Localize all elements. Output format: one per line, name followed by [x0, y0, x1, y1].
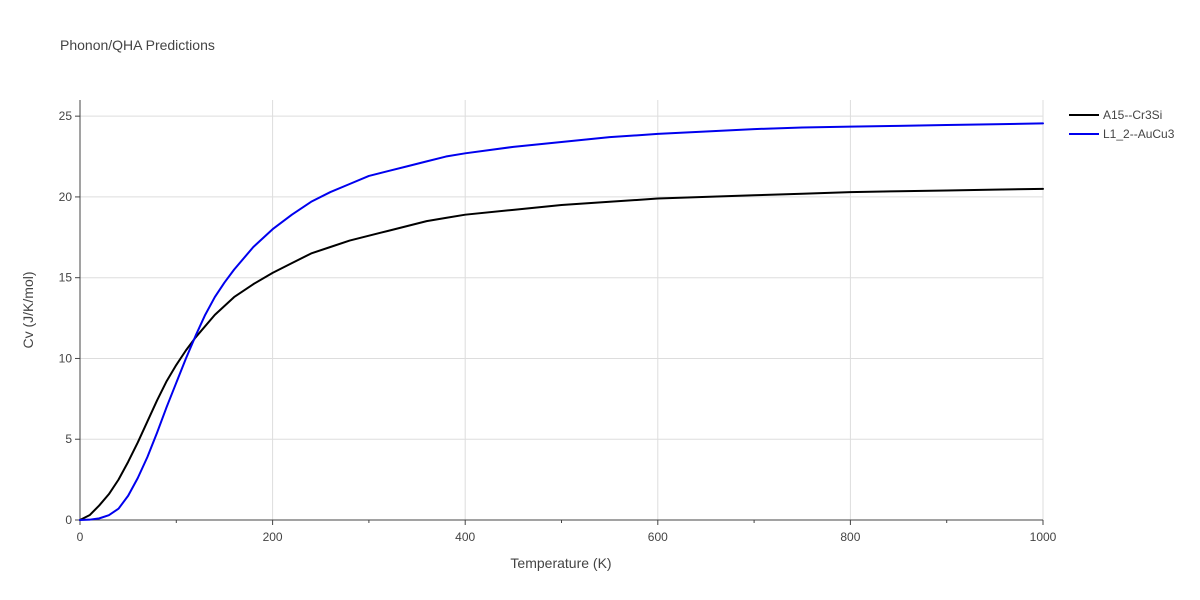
- y-tick-label: 0: [65, 513, 72, 527]
- x-tick-label: 800: [840, 530, 860, 544]
- y-axis-title: Cv (J/K/mol): [20, 272, 36, 349]
- x-tick-label: 1000: [1030, 530, 1057, 544]
- x-tick-label: 600: [648, 530, 668, 544]
- legend[interactable]: A15--Cr3Si L1_2--AuCu3: [1069, 108, 1175, 141]
- x-axis-title: Temperature (K): [510, 555, 611, 571]
- legend-label: L1_2--AuCu3: [1103, 127, 1175, 141]
- x-tick-label: 0: [77, 530, 84, 544]
- y-tick-label: 15: [59, 271, 73, 285]
- legend-label: A15--Cr3Si: [1103, 108, 1162, 122]
- series-lines: [79, 122, 1044, 521]
- legend-item-2[interactable]: L1_2--AuCu3: [1069, 127, 1175, 141]
- tick-labels: 0 200 400 600 800 1000 0 5 10 15 20 25: [59, 109, 1057, 544]
- series-line-2: [79, 122, 1044, 521]
- legend-item-1[interactable]: A15--Cr3Si: [1069, 108, 1162, 122]
- y-tick-label: 25: [59, 109, 73, 123]
- axes: [75, 100, 1044, 525]
- y-tick-label: 5: [65, 432, 72, 446]
- series-line-1: [79, 187, 1044, 521]
- y-tick-label: 20: [59, 190, 73, 204]
- grid-lines: [80, 100, 1044, 520]
- x-tick-label: 200: [263, 530, 283, 544]
- x-tick-label: 400: [455, 530, 475, 544]
- y-tick-label: 10: [59, 351, 73, 365]
- chart-title: Phonon/QHA Predictions: [60, 37, 215, 53]
